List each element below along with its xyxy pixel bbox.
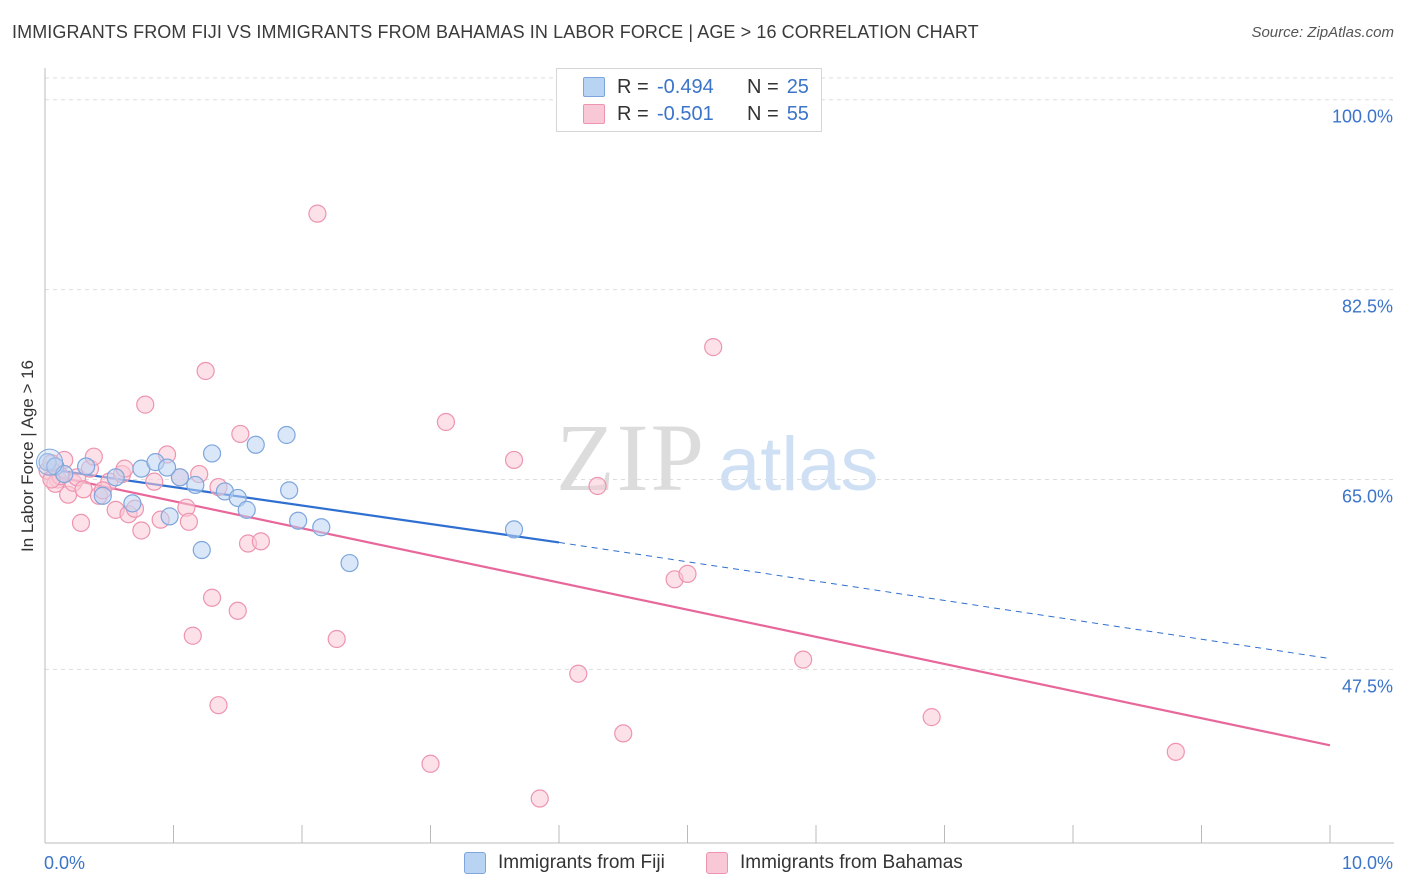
fiji-point xyxy=(289,511,308,530)
chart-title: IMMIGRANTS FROM FIJI VS IMMIGRANTS FROM … xyxy=(12,22,979,42)
watermark-zip: ZIP xyxy=(556,404,706,511)
bahamas-point xyxy=(704,338,723,357)
data-points xyxy=(36,204,1185,808)
fiji-point xyxy=(123,494,142,513)
bahamas-point xyxy=(569,664,588,683)
bahamas-point xyxy=(209,696,228,715)
fiji-point xyxy=(93,486,112,505)
bahamas-trend-line xyxy=(44,472,1331,747)
series-legend: Immigrants from Fiji Immigrants from Bah… xyxy=(0,852,1406,878)
fiji-point xyxy=(36,448,64,476)
bahamas-point xyxy=(136,395,155,414)
fiji-point xyxy=(157,458,177,477)
legend-n-label: N = xyxy=(747,75,779,98)
axes xyxy=(44,68,1394,844)
bahamas-point xyxy=(678,564,697,583)
bahamas-point xyxy=(71,513,91,532)
legend-item-fiji[interactable]: Immigrants from Fiji xyxy=(464,852,665,874)
gridlines xyxy=(45,77,1394,670)
legend-row-bahamas: R = -0.501 N = 55 xyxy=(583,102,809,126)
bahamas-point xyxy=(922,708,941,727)
bahamas-point xyxy=(231,424,250,444)
bahamas-point xyxy=(588,476,607,496)
fiji-point xyxy=(106,468,125,487)
fiji-point xyxy=(504,520,524,539)
bahamas-point xyxy=(132,521,151,540)
legend-r-value: -0.494 xyxy=(657,75,714,98)
bahamas-point xyxy=(183,626,202,645)
bahamas-point xyxy=(251,532,270,551)
legend-row-fiji: R = -0.494 N = 25 xyxy=(583,75,809,99)
bahamas-point xyxy=(530,789,549,808)
y-tick-label: 82.5% xyxy=(1342,297,1393,317)
legend-n-value: 25 xyxy=(786,75,809,98)
fiji-point xyxy=(170,468,190,487)
x-tick-label: 0.0% xyxy=(44,853,85,873)
fiji-point xyxy=(202,444,222,463)
legend-label-fiji: Immigrants from Fiji xyxy=(498,852,665,873)
bahamas-point xyxy=(614,724,633,743)
fiji-trend-line xyxy=(44,467,560,544)
bahamas-point xyxy=(74,480,93,499)
bahamas-point xyxy=(421,754,440,773)
bahamas-point xyxy=(308,204,327,223)
fiji-point xyxy=(280,481,299,500)
legend-r-label: R = xyxy=(617,75,649,98)
bahamas-point xyxy=(504,450,524,470)
fiji-point xyxy=(340,553,359,573)
bahamas-point xyxy=(179,512,199,531)
bahamas-point xyxy=(145,472,164,491)
fiji-point xyxy=(246,435,265,454)
trend-lines xyxy=(44,467,1331,747)
legend-swatch-fiji xyxy=(464,852,486,874)
bahamas-point xyxy=(794,650,813,669)
correlation-legend: R = -0.494 N = 25 R = -0.501 N = 55 xyxy=(556,68,822,132)
bahamas-point xyxy=(436,412,456,432)
tick-labels: 47.5% 65.0% 82.5% 100.0% 0.0% 10.0% xyxy=(44,107,1393,873)
x-tick-label: 10.0% xyxy=(1342,853,1393,873)
fiji-point xyxy=(312,518,331,537)
legend-swatch-fiji xyxy=(583,77,605,97)
fiji-point xyxy=(237,500,256,519)
bahamas-point xyxy=(228,601,247,620)
y-tick-label: 100.0% xyxy=(1332,107,1393,127)
bahamas-point xyxy=(1166,742,1185,761)
source-label: Source: ZipAtlas.com xyxy=(1251,24,1394,41)
legend-swatch-bahamas xyxy=(706,852,728,874)
bahamas-point xyxy=(196,361,215,381)
bahamas-point xyxy=(327,629,346,649)
legend-label-bahamas: Immigrants from Bahamas xyxy=(740,852,963,873)
fiji-point xyxy=(192,540,211,560)
legend-item-bahamas[interactable]: Immigrants from Bahamas xyxy=(706,852,963,874)
y-tick-label: 65.0% xyxy=(1342,486,1393,506)
watermark: ZIP atlas xyxy=(556,404,879,511)
legend-n-value: 55 xyxy=(786,102,809,125)
watermark-atlas: atlas xyxy=(718,422,879,507)
fiji-point xyxy=(277,425,296,445)
legend-swatch-bahamas xyxy=(583,104,605,124)
fiji-point xyxy=(186,475,205,495)
fiji-trend-extension xyxy=(558,541,1331,660)
legend-r-value: -0.501 xyxy=(657,102,714,125)
fiji-point xyxy=(160,507,179,526)
legend-n-label: N = xyxy=(747,102,779,125)
fiji-point xyxy=(77,457,96,476)
y-axis-label: In Labor Force | Age > 16 xyxy=(18,359,37,553)
legend-r-label: R = xyxy=(617,102,649,125)
bahamas-point xyxy=(202,588,222,607)
y-tick-label: 47.5% xyxy=(1342,676,1393,696)
